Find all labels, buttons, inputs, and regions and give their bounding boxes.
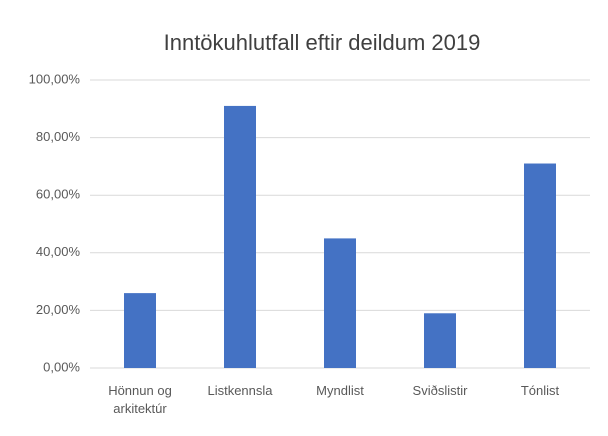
- bar: [224, 105, 256, 369]
- y-tick-label: 80,00%: [36, 129, 81, 144]
- y-tick-label: 20,00%: [36, 302, 81, 317]
- x-tick-label: Myndlist: [316, 383, 364, 398]
- y-tick-label: 40,00%: [36, 244, 81, 259]
- y-tick-label: 100,00%: [29, 71, 81, 86]
- y-tick-label: 60,00%: [36, 187, 81, 202]
- bar: [324, 238, 356, 368]
- x-tick-label: Tónlist: [520, 383, 560, 398]
- x-tick-label: Listkennsla: [207, 383, 273, 398]
- chart-title: Inntökuhlutfall eftir deildum 2019: [164, 30, 481, 55]
- bar: [124, 293, 156, 368]
- x-tick-label: Sviðslistir: [412, 383, 468, 398]
- bar: [524, 163, 556, 368]
- bar: [424, 313, 456, 368]
- y-tick-label: 0,00%: [43, 359, 80, 374]
- x-tick-label: Hönnun og arkitektúr: [108, 383, 172, 416]
